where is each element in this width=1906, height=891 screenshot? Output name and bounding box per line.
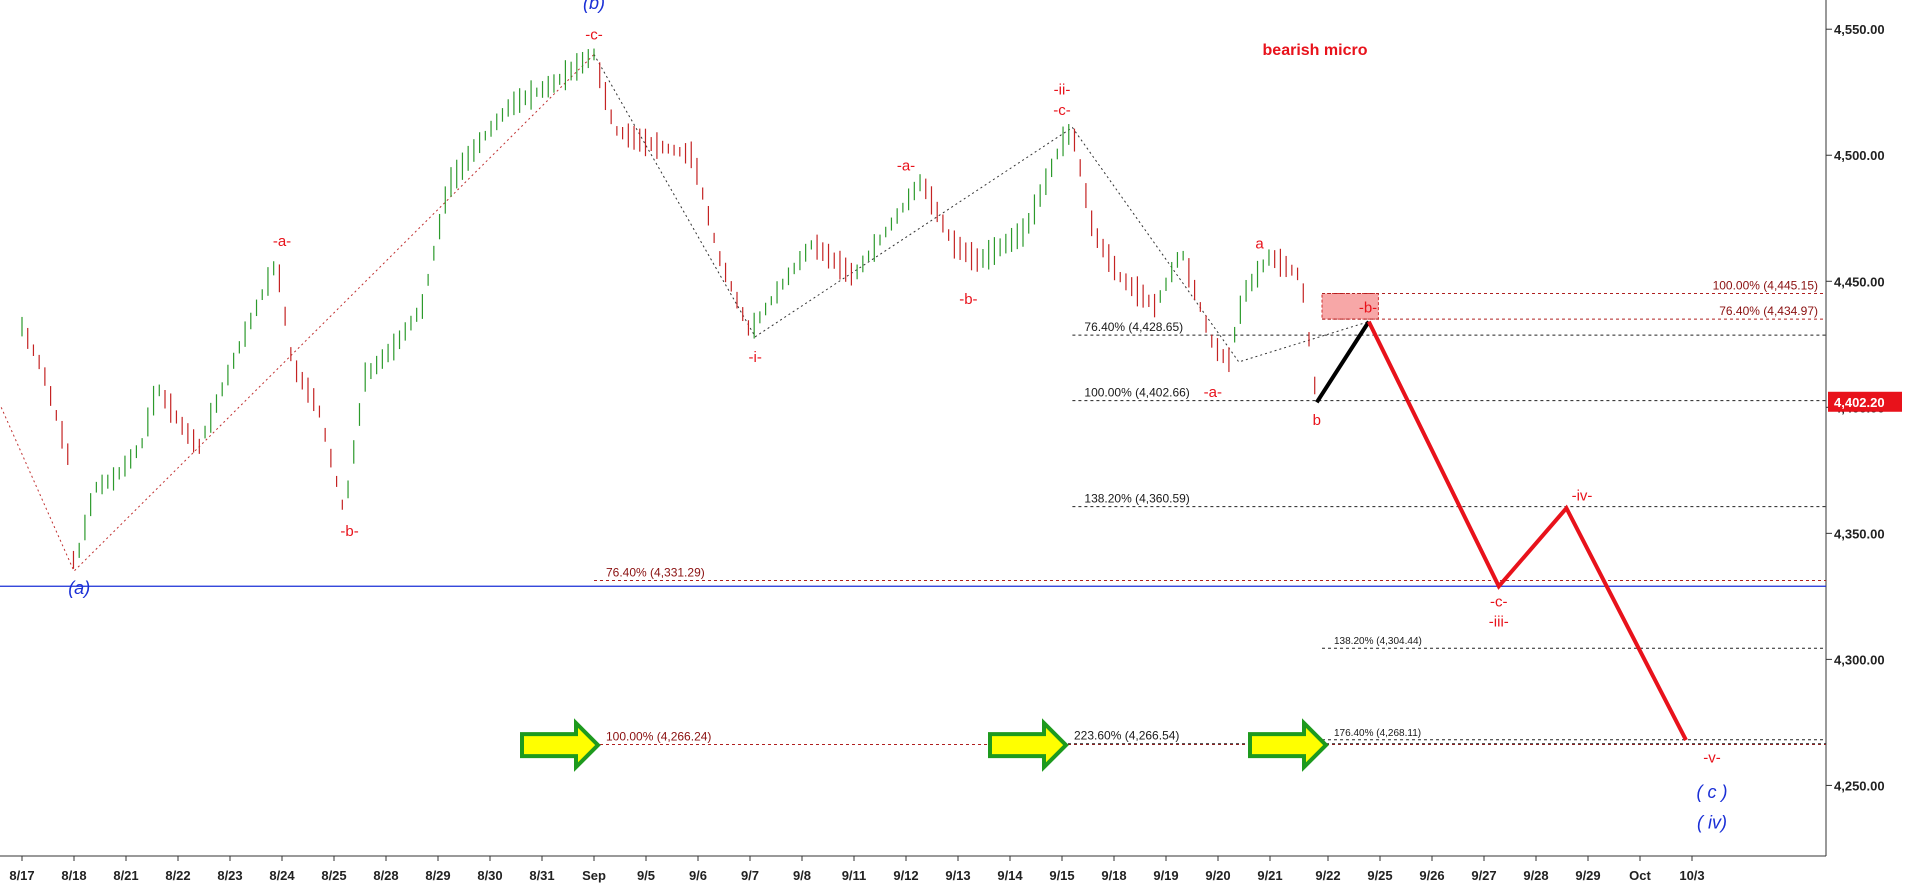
target-zone-label: -b-	[1359, 300, 1377, 317]
wave-label: (b)	[583, 0, 605, 13]
x-tick-label: 8/22	[165, 868, 190, 883]
x-tick-label: 9/14	[997, 868, 1023, 883]
annotation-arrow	[988, 718, 1069, 772]
wave-label: -a-	[273, 233, 291, 250]
x-tick-label: Sep	[582, 868, 606, 883]
x-tick-label: 9/27	[1471, 868, 1496, 883]
x-tick-label: 10/3	[1679, 868, 1704, 883]
x-tick-label: 8/31	[529, 868, 554, 883]
fib-level-label: 76.40% (4,331.29)	[606, 566, 705, 580]
chart-note: bearish micro	[1263, 42, 1368, 59]
fib-level-label: 138.20% (4,304.44)	[1334, 636, 1422, 647]
fib-level-label: 100.00% (4,266.24)	[606, 729, 711, 743]
x-tick-label: 8/24	[269, 868, 295, 883]
y-tick-label: 4,250.00	[1834, 778, 1885, 793]
x-tick-label: 8/18	[61, 868, 86, 883]
wave-structure-line	[593, 54, 1369, 363]
x-tick-label: 9/6	[689, 868, 707, 883]
x-tick-label: 8/23	[217, 868, 242, 883]
fib-level-label: 223.60% (4,266.54)	[1074, 729, 1179, 743]
wave-label: a	[1255, 236, 1264, 253]
wave-label: -b-	[959, 291, 977, 308]
wave-label: -c-	[1053, 102, 1071, 119]
projection-path	[1367, 320, 1688, 741]
wave-label: ( c )	[1697, 782, 1728, 802]
y-tick-label: 4,350.00	[1834, 526, 1885, 541]
x-tick-label: 9/15	[1049, 868, 1074, 883]
x-tick-label: 9/25	[1367, 868, 1392, 883]
wave-label: -iii-	[1489, 614, 1509, 631]
x-tick-label: 9/11	[842, 868, 867, 883]
target-zone	[1321, 293, 1379, 320]
last-price-badge	[1828, 391, 1902, 412]
x-tick-label: 8/17	[9, 868, 34, 883]
x-tick-label: Oct	[1629, 868, 1651, 883]
x-tick-label: 9/28	[1523, 868, 1548, 883]
wave-label: -c-	[1490, 593, 1508, 610]
fib-level-label: 76.40% (4,434.97)	[1719, 304, 1818, 318]
x-tick-label: 9/26	[1419, 868, 1444, 883]
fib-level-label: 176.40% (4,268.11)	[1334, 728, 1421, 739]
wave-label: -c-	[585, 26, 603, 43]
wave-label: b	[1313, 412, 1321, 429]
wave-label: -a-	[1204, 384, 1222, 401]
projection-segment-b	[1315, 320, 1371, 404]
x-tick-label: 8/21	[113, 868, 138, 883]
annotation-arrow	[1248, 718, 1329, 772]
x-tick-label: 8/30	[477, 868, 502, 883]
wave-label: -v-	[1703, 750, 1721, 767]
last-price-label: 4,402.20	[1834, 395, 1885, 410]
wave-label: -a-	[897, 157, 915, 174]
x-tick-label: 9/8	[793, 868, 811, 883]
y-tick-label: 4,550.00	[1834, 22, 1885, 37]
x-tick-label: 8/29	[425, 868, 450, 883]
wave-label: ( iv)	[1697, 812, 1727, 832]
x-tick-label: 9/7	[741, 868, 759, 883]
wave-label: -i-	[749, 349, 762, 366]
x-tick-label: 9/19	[1153, 868, 1178, 883]
x-tick-label: 9/13	[945, 868, 970, 883]
wave-label: -b-	[340, 523, 358, 540]
y-tick-label: 4,300.00	[1834, 652, 1885, 667]
x-tick-label: 9/12	[893, 868, 918, 883]
x-tick-label: 9/22	[1315, 868, 1340, 883]
wave-label: -iv-	[1572, 488, 1593, 505]
wave-label: -ii-	[1054, 82, 1071, 99]
x-tick-label: 9/21	[1257, 868, 1282, 883]
fib-level-label: 138.20% (4,360.59)	[1084, 492, 1189, 506]
y-tick-label: 4,450.00	[1834, 274, 1885, 289]
fib-level-label: 100.00% (4,402.66)	[1084, 386, 1189, 400]
x-tick-label: 8/25	[321, 868, 346, 883]
x-tick-label: 9/5	[637, 868, 655, 883]
price-bars	[21, 48, 1316, 569]
x-tick-label: 9/29	[1575, 868, 1600, 883]
wave-label: (a)	[68, 578, 90, 598]
fib-level-label: 100.00% (4,445.15)	[1713, 279, 1818, 293]
x-tick-label: 9/18	[1101, 868, 1126, 883]
x-tick-label: 9/20	[1205, 868, 1230, 883]
annotation-arrow	[520, 718, 601, 772]
fib-level-label: 76.40% (4,428.65)	[1084, 320, 1183, 334]
x-tick-label: 8/28	[373, 868, 398, 883]
y-tick-label: 4,500.00	[1834, 148, 1885, 163]
